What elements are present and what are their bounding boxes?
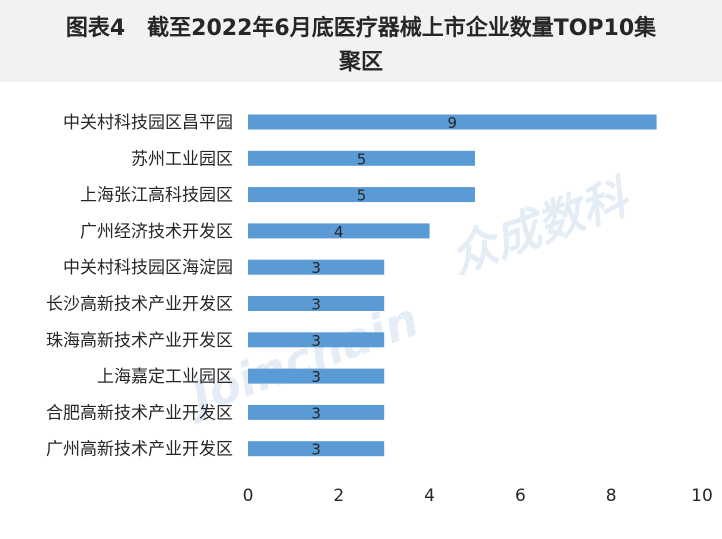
figure-number: 图表4 <box>65 16 126 41</box>
data-label: 4 <box>334 223 344 241</box>
bar <box>248 404 385 420</box>
title-band: 图表4 截至2022年6月底医疗器械上市企业数量TOP10集 聚区 <box>0 0 722 82</box>
data-label: 3 <box>311 332 321 350</box>
bar <box>248 259 385 275</box>
data-label: 3 <box>311 259 321 277</box>
x-axis-ticks: 0 2 4 6 8 10 <box>243 486 713 506</box>
data-label: 5 <box>357 150 367 168</box>
bar <box>248 441 385 457</box>
data-label: 3 <box>311 296 321 314</box>
x-tick-label: 6 <box>515 486 526 506</box>
bar <box>248 187 475 203</box>
category-label: 苏州工业园区 <box>131 149 233 169</box>
x-tick-label: 8 <box>606 486 617 506</box>
category-label: 广州经济技术开发区 <box>80 222 233 242</box>
data-label: 3 <box>311 368 321 386</box>
x-tick-label: 4 <box>424 486 435 506</box>
bar <box>248 223 430 239</box>
chart-title-line1: 截至2022年6月底医疗器械上市企业数量TOP10集 <box>147 16 657 41</box>
category-label: 上海张江高科技园区 <box>80 186 233 206</box>
category-label: 广州高新技术产业开发区 <box>46 440 233 460</box>
chart-title-line2: 聚区 <box>338 50 383 75</box>
bar <box>248 150 475 166</box>
x-tick-label: 10 <box>691 486 713 506</box>
category-label: 长沙高新技术产业开发区 <box>46 295 233 315</box>
x-tick-label: 2 <box>333 486 344 506</box>
category-labels: 中关村科技园区昌平园苏州工业园区上海张江高科技园区广州经济技术开发区中关村科技园… <box>46 113 233 460</box>
category-label: 珠海高新技术产业开发区 <box>46 331 233 351</box>
bar <box>248 296 385 311</box>
category-label: 上海嘉定工业园区 <box>97 367 233 387</box>
watermark-brand-cn: 众成数科 <box>443 169 638 284</box>
data-label: 9 <box>448 114 458 132</box>
category-label: 合肥高新技术产业开发区 <box>46 403 233 423</box>
x-tick-label: 0 <box>243 486 254 506</box>
data-label: 3 <box>311 404 321 422</box>
chart-title: 图表4 截至2022年6月底医疗器械上市企业数量TOP10集 <box>0 10 722 42</box>
category-label: 中关村科技园区海淀园 <box>63 258 233 278</box>
data-label: 3 <box>311 441 321 459</box>
bar <box>248 332 385 348</box>
category-label: 中关村科技园区昌平园 <box>63 113 233 133</box>
bars <box>248 114 657 457</box>
data-label: 5 <box>357 187 367 205</box>
bar <box>248 114 657 130</box>
bar <box>248 368 385 384</box>
